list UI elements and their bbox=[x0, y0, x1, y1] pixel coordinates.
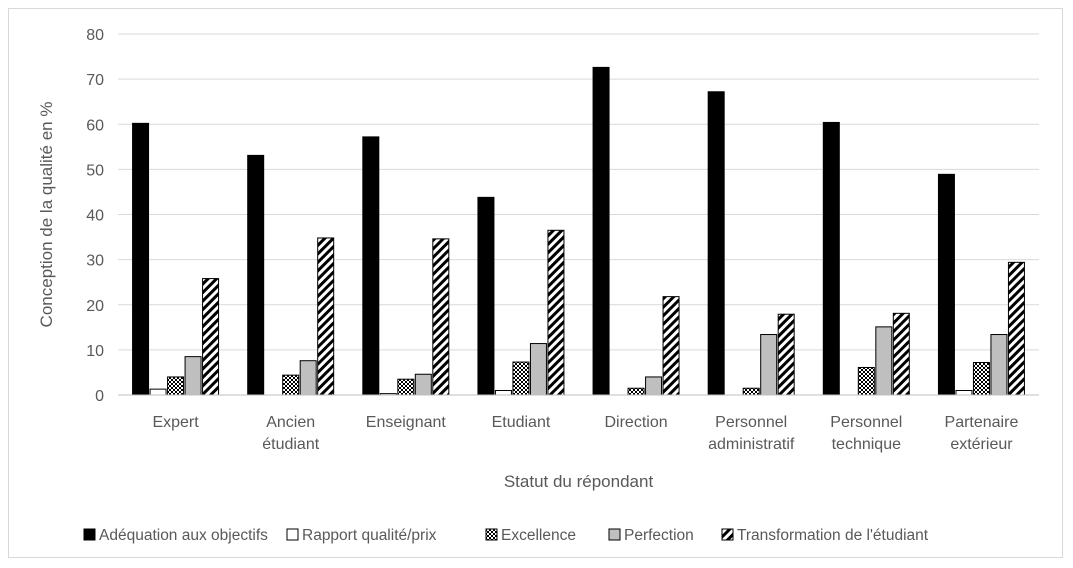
bar bbox=[937, 173, 955, 396]
x-tick-label: Partenaire bbox=[945, 414, 1019, 431]
x-axis-ticks: Expert Ancien étudiant Enseignant Etudiant Di… bbox=[152, 414, 1018, 453]
x-tick-label: technique bbox=[832, 436, 901, 453]
bar bbox=[282, 374, 300, 396]
bar bbox=[299, 360, 317, 396]
bar bbox=[132, 122, 150, 396]
bar bbox=[167, 376, 185, 396]
bar bbox=[777, 313, 795, 396]
legend-swatch bbox=[83, 528, 96, 541]
legend-label: Rapport qualité/prix bbox=[302, 527, 437, 544]
bar bbox=[645, 376, 663, 396]
bar bbox=[1007, 261, 1025, 396]
x-tick-label: Ancien bbox=[266, 414, 315, 431]
gridlines bbox=[118, 33, 1039, 351]
bar bbox=[955, 389, 973, 396]
bar bbox=[760, 334, 778, 396]
legend-swatch bbox=[721, 528, 734, 541]
bar bbox=[529, 343, 547, 396]
y-tick-label: 20 bbox=[86, 298, 104, 315]
legend-label: Adéquation aux objectifs bbox=[99, 527, 268, 544]
bar bbox=[742, 387, 760, 396]
bar bbox=[972, 362, 990, 396]
bar bbox=[432, 238, 450, 396]
y-tick-label: 60 bbox=[86, 117, 104, 134]
bar bbox=[707, 91, 725, 396]
legend: Adéquation aux objectifs Rapport qualité/… bbox=[83, 527, 929, 544]
bar bbox=[202, 278, 220, 396]
bar bbox=[317, 237, 335, 396]
bar bbox=[875, 326, 893, 396]
x-tick-label: Personnel bbox=[715, 414, 787, 431]
legend-swatch bbox=[608, 528, 621, 541]
bar bbox=[857, 366, 875, 396]
legend-label: Excellence bbox=[501, 527, 576, 544]
y-axis-label: Conception de la qualité en % bbox=[37, 102, 56, 328]
x-tick-label: Enseignant bbox=[366, 414, 447, 431]
x-tick-label: extérieur bbox=[950, 436, 1013, 453]
legend-label: Perfection bbox=[624, 527, 694, 544]
bar bbox=[397, 378, 415, 396]
legend-swatch bbox=[286, 528, 299, 541]
bar bbox=[512, 361, 530, 396]
bar-chart: 0 10 20 30 40 50 60 70 80 Expert Ancien étudiant En… bbox=[37, 27, 1039, 544]
bar bbox=[892, 312, 910, 396]
bar bbox=[414, 373, 432, 396]
y-tick-label: 40 bbox=[86, 208, 104, 225]
y-tick-label: 50 bbox=[86, 162, 104, 179]
y-tick-label: 80 bbox=[86, 27, 104, 44]
bar bbox=[592, 66, 610, 396]
y-tick-label: 10 bbox=[86, 343, 104, 360]
y-axis-ticks: 0 10 20 30 40 50 60 70 80 bbox=[86, 27, 104, 405]
bar bbox=[494, 389, 512, 396]
bar bbox=[184, 356, 202, 396]
y-tick-label: 30 bbox=[86, 253, 104, 270]
x-axis-label: Statut du répondant bbox=[504, 472, 654, 491]
x-tick-label: Expert bbox=[152, 414, 199, 431]
chart-frame: 0 10 20 30 40 50 60 70 80 Expert Ancien étudiant En… bbox=[8, 8, 1063, 558]
bar bbox=[662, 296, 680, 396]
legend-swatch bbox=[485, 528, 498, 541]
bar bbox=[362, 136, 380, 396]
bar bbox=[247, 154, 265, 396]
bar bbox=[547, 229, 565, 396]
x-tick-label: Personnel bbox=[830, 414, 902, 431]
bar bbox=[627, 387, 645, 396]
y-tick-label: 70 bbox=[86, 72, 104, 89]
y-tick-label: 0 bbox=[95, 388, 104, 405]
x-tick-label: Etudiant bbox=[492, 414, 551, 431]
x-tick-label: étudiant bbox=[262, 436, 319, 453]
legend-label: Transformation de l'étudiant bbox=[737, 527, 929, 544]
x-tick-label: Direction bbox=[604, 414, 667, 431]
bar bbox=[990, 334, 1008, 396]
bar bbox=[822, 121, 840, 396]
bars bbox=[132, 66, 1025, 396]
bar bbox=[477, 196, 495, 396]
x-tick-label: administratif bbox=[708, 436, 795, 453]
bar bbox=[149, 388, 167, 396]
